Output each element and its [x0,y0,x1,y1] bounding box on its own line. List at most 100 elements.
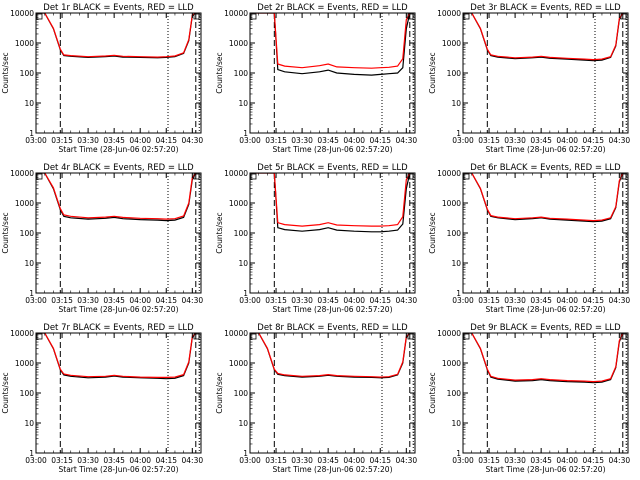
x-tick-label: 03:00 [239,136,261,145]
y-tick-label: 100 [234,69,249,78]
panel-det-4: Det 4r BLACK = Events, RED = LLD 1 10 100 10… [1,163,203,314]
y-tick-label: 10000 [224,169,248,178]
x-tick-label: 04:00 [129,456,151,465]
panel-title: Det 8r BLACK = Events, RED = LLD [257,323,408,333]
y-tick-label: 100 [20,69,35,78]
panel-det-6: Det 6r BLACK = Events, RED = LLD 1 10 100 10… [428,163,630,314]
series-events-line [250,13,411,76]
y-tick-label: 1 [456,449,461,458]
x-tick-label: 04:00 [556,456,578,465]
y-tick-label: 10 [451,419,461,428]
x-tick-label: 03:30 [504,296,526,305]
corner-marker [250,333,257,340]
y-tick-label: 100 [20,229,35,238]
x-tick-label: 04:00 [129,296,151,305]
y-axis-label: Counts/sec [428,52,437,93]
y-tick-label: 10 [238,419,248,428]
x-tick-label: 03:00 [452,136,474,145]
x-tick-label: 03:30 [291,456,313,465]
y-tick-label: 1000 [229,199,248,208]
y-tick-label: 1 [243,289,248,298]
corner-marker [36,333,43,340]
x-tick-label: 03:00 [25,456,47,465]
x-tick-label: 03:30 [77,456,99,465]
x-tick-label: 04:15 [582,456,604,465]
x-tick-label: 03:30 [291,136,313,145]
y-axis-label: Counts/sec [1,52,10,93]
y-axis-label: Counts/sec [1,372,10,413]
y-tick-label: 1000 [15,359,34,368]
x-tick-label: 03:00 [452,456,474,465]
corner-marker [36,13,43,20]
y-tick-label: 1000 [442,359,461,368]
x-tick-label: 04:15 [582,136,604,145]
series-lld-line [36,333,197,378]
corner-marker [407,173,414,180]
y-tick-label: 1000 [442,199,461,208]
y-tick-label: 10 [24,259,34,268]
y-tick-label: 10000 [10,329,34,338]
x-tick-label: 03:45 [317,456,339,465]
corner-marker [193,173,200,180]
series-lld-line [36,173,197,220]
x-tick-label: 04:30 [609,136,631,145]
x-axis-label: Start Time (28-Jun-06 02:57:20) [59,305,179,314]
y-axis-label: Counts/sec [428,212,437,253]
y-tick-label: 10000 [224,9,248,18]
x-tick-label: 04:30 [396,136,418,145]
panel-title: Det 1r BLACK = Events, RED = LLD [43,3,194,13]
x-axis-label: Start Time (28-Jun-06 02:57:20) [486,305,606,314]
corner-marker [193,13,200,20]
y-axis-label: Counts/sec [1,212,10,253]
y-tick-label: 1000 [229,359,248,368]
y-tick-label: 1000 [442,39,461,48]
x-tick-label: 04:30 [182,296,204,305]
y-tick-label: 10 [24,419,34,428]
x-tick-label: 04:00 [556,136,578,145]
corner-marker [620,13,627,20]
x-axis-label: Start Time (28-Jun-06 02:57:20) [486,465,606,474]
y-tick-label: 10000 [10,9,34,18]
x-tick-label: 03:15 [478,296,500,305]
y-tick-label: 1000 [229,39,248,48]
x-tick-label: 03:00 [452,296,474,305]
y-tick-label: 1 [243,129,248,138]
x-tick-label: 03:45 [530,296,552,305]
y-tick-label: 10 [451,99,461,108]
x-tick-label: 04:15 [369,136,391,145]
x-tick-label: 03:30 [77,296,99,305]
y-tick-label: 10000 [437,169,461,178]
x-tick-label: 04:00 [129,136,151,145]
x-tick-label: 04:00 [343,456,365,465]
panel-det-7: Det 7r BLACK = Events, RED = LLD 1 10 100 10… [1,323,203,474]
x-axis-label: Start Time (28-Jun-06 02:57:20) [273,465,393,474]
y-tick-label: 100 [20,389,35,398]
panel-det-3: Det 3r BLACK = Events, RED = LLD 1 10 100 10… [428,3,630,154]
y-tick-label: 1 [29,289,34,298]
x-tick-label: 03:45 [103,456,125,465]
panel-title: Det 9r BLACK = Events, RED = LLD [470,323,621,333]
x-axis-label: Start Time (28-Jun-06 02:57:20) [273,305,393,314]
x-tick-label: 04:30 [396,296,418,305]
x-tick-label: 04:15 [369,296,391,305]
x-tick-label: 03:45 [530,456,552,465]
x-tick-label: 04:15 [155,456,177,465]
y-tick-label: 10000 [437,329,461,338]
panel-title: Det 2r BLACK = Events, RED = LLD [257,3,408,13]
x-tick-label: 04:15 [369,456,391,465]
panel-det-2: Det 2r BLACK = Events, RED = LLD 1 10 100 10… [215,3,417,154]
y-axis-label: Counts/sec [215,212,224,253]
x-tick-label: 03:15 [51,456,73,465]
x-tick-label: 03:15 [265,456,287,465]
y-tick-label: 10000 [10,169,34,178]
x-tick-label: 03:15 [478,456,500,465]
y-tick-label: 10000 [224,329,248,338]
y-tick-label: 100 [447,389,462,398]
y-tick-label: 100 [234,389,249,398]
corner-marker [193,333,200,340]
y-axis-label: Counts/sec [428,372,437,413]
y-tick-label: 10 [451,259,461,268]
panel-title: Det 7r BLACK = Events, RED = LLD [43,323,194,333]
corner-marker [250,173,257,180]
x-tick-label: 04:30 [182,456,204,465]
